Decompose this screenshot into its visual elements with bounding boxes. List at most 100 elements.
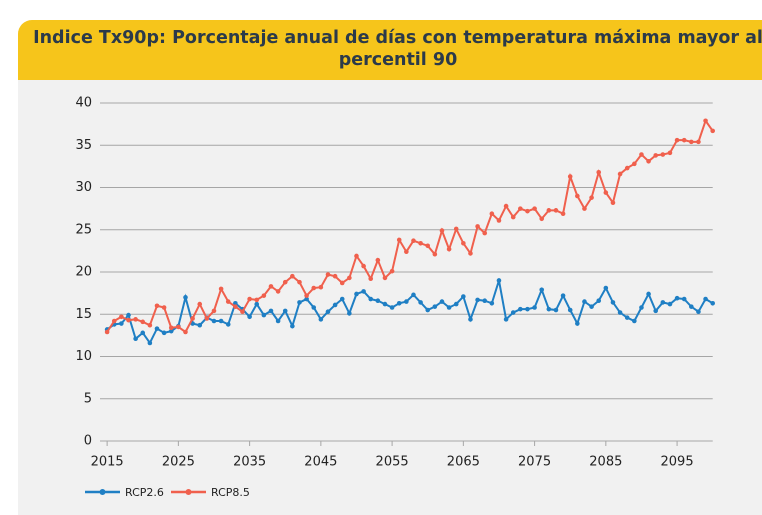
data-point — [432, 251, 438, 257]
data-point — [546, 306, 552, 312]
data-point — [411, 238, 416, 244]
legend-label: RCP8.5 — [211, 486, 250, 499]
data-point — [539, 216, 545, 222]
data-point — [453, 226, 459, 232]
data-point — [225, 299, 231, 304]
data-point — [154, 303, 160, 309]
data-point — [596, 169, 602, 175]
data-point — [610, 300, 616, 305]
x-tick-label: 2095 — [661, 455, 694, 470]
x-tick-label: 2015 — [91, 455, 124, 470]
y-tick-label: 35 — [75, 138, 92, 153]
data-point — [168, 328, 174, 334]
data-point — [603, 285, 609, 291]
data-point — [133, 336, 138, 342]
legend-label: RCP2.6 — [125, 486, 164, 499]
data-point — [453, 301, 459, 307]
data-point — [703, 118, 708, 124]
data-point — [553, 307, 559, 313]
data-point — [332, 273, 338, 279]
data-point — [610, 200, 616, 206]
data-point — [660, 152, 666, 157]
data-point — [396, 237, 402, 243]
data-point — [560, 293, 566, 298]
data-point — [211, 318, 217, 324]
data-point — [582, 206, 587, 211]
data-point — [339, 296, 345, 302]
data-point — [204, 316, 210, 321]
data-point — [361, 289, 366, 294]
data-point — [183, 295, 188, 300]
data-point — [233, 304, 238, 309]
data-point — [560, 211, 566, 216]
data-point — [261, 293, 267, 298]
data-point — [225, 322, 231, 327]
data-point — [503, 203, 509, 209]
data-point — [696, 309, 701, 315]
data-point — [161, 305, 167, 310]
data-point — [475, 224, 480, 229]
data-point — [461, 294, 466, 299]
data-point — [482, 230, 488, 236]
data-point — [354, 291, 359, 297]
data-point — [710, 128, 715, 134]
data-point — [275, 318, 281, 324]
data-point — [147, 340, 153, 346]
data-point — [282, 308, 288, 314]
data-point — [389, 268, 395, 274]
data-point — [240, 309, 245, 315]
data-point — [375, 298, 381, 304]
y-tick-label: 20 — [75, 265, 92, 280]
data-point — [567, 307, 573, 313]
y-tick-label: 40 — [75, 96, 92, 111]
data-point — [361, 263, 366, 269]
x-tick-label: 2045 — [304, 455, 337, 470]
data-point — [689, 139, 694, 145]
data-point — [140, 330, 146, 336]
data-point — [439, 299, 445, 304]
data-point — [589, 195, 594, 200]
data-point — [674, 295, 680, 301]
data-point — [382, 275, 388, 281]
data-point — [546, 208, 552, 213]
data-point — [496, 218, 502, 223]
data-point — [297, 300, 302, 305]
data-point — [432, 304, 438, 309]
data-point — [268, 308, 274, 314]
title-banner: Indice Tx90p: Porcentaje anual de días c… — [18, 20, 762, 80]
y-tick-label: 15 — [75, 307, 92, 322]
data-point — [133, 317, 138, 322]
data-point — [325, 309, 331, 315]
data-point — [368, 296, 374, 302]
data-point — [660, 300, 666, 305]
data-point — [218, 318, 224, 324]
data-point — [475, 297, 480, 303]
data-point — [304, 296, 309, 302]
data-point — [325, 272, 331, 277]
data-point — [147, 322, 153, 328]
data-point — [617, 310, 623, 315]
y-tick-label: 0 — [84, 434, 92, 449]
data-point — [168, 325, 174, 331]
x-tick-label: 2025 — [162, 455, 195, 470]
data-point — [674, 137, 680, 143]
data-point — [254, 297, 260, 303]
y-tick-label: 5 — [84, 391, 92, 406]
data-point — [290, 273, 295, 279]
data-point — [197, 301, 203, 307]
data-point — [468, 251, 473, 256]
data-point — [639, 305, 644, 310]
data-point — [161, 330, 167, 336]
data-point — [126, 312, 131, 318]
data-point — [589, 304, 594, 309]
data-point — [653, 153, 659, 158]
data-point — [375, 257, 381, 263]
data-point — [681, 137, 687, 143]
data-point — [211, 308, 217, 314]
data-point — [261, 312, 267, 318]
data-point — [247, 296, 252, 302]
data-point — [425, 307, 431, 313]
x-tick-label: 2085 — [589, 455, 622, 470]
